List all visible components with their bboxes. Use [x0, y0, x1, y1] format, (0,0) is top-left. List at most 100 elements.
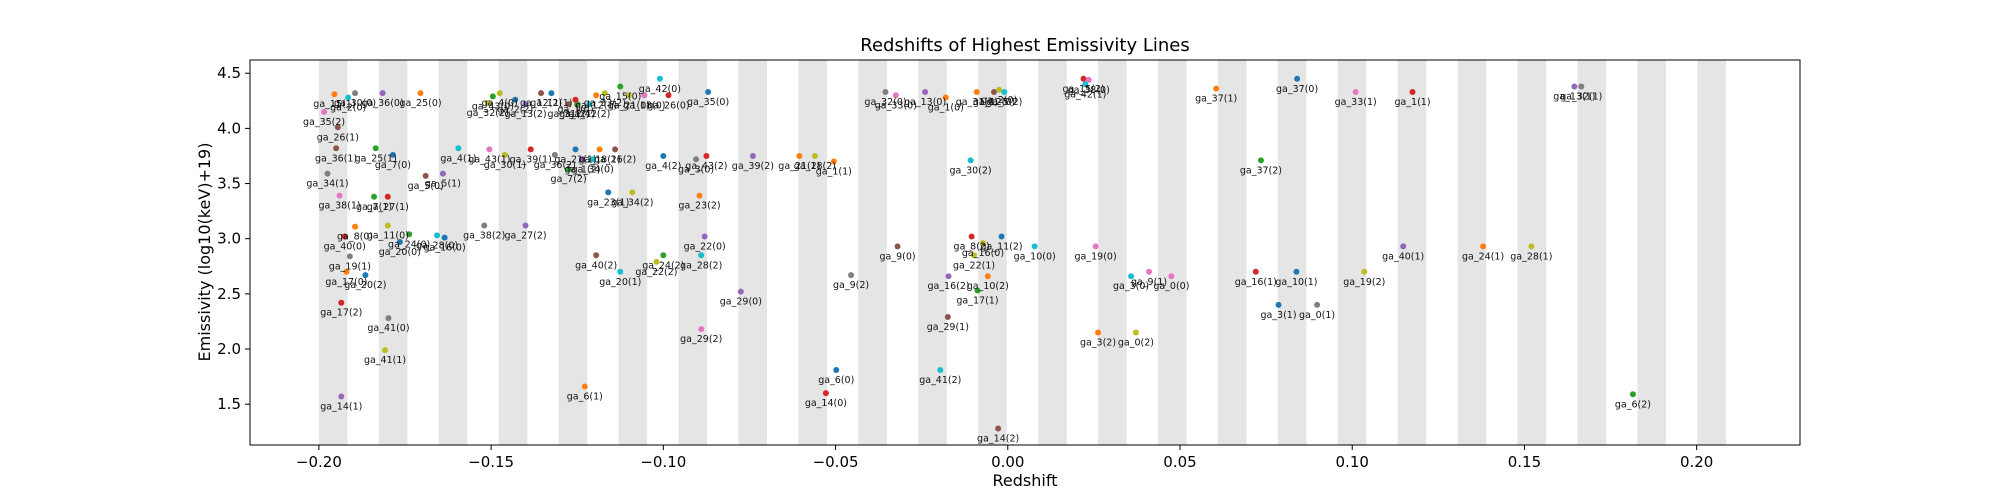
scatter-point: [346, 253, 353, 260]
shaded-band-12: [1038, 60, 1067, 445]
point-label: ga_12(1): [575, 100, 617, 111]
point-label: ga_13(0): [904, 97, 946, 108]
plot-frame: [249, 59, 1801, 446]
scatter-point: [882, 88, 889, 95]
scatter-point: [665, 92, 672, 99]
x-tick-label: 0.15: [1508, 453, 1541, 471]
scatter-point: [1031, 243, 1038, 250]
point-label: ga_43(1): [468, 154, 510, 165]
scatter-point: [1400, 243, 1407, 250]
scatter-point: [605, 189, 612, 196]
shaded-band-9: [858, 60, 887, 445]
shaded-band-14: [1157, 60, 1187, 445]
scatter-point: [944, 314, 951, 321]
shaded-band-15: [1217, 60, 1247, 445]
point-label: ga_41(1): [364, 355, 406, 366]
scatter-point: [892, 92, 899, 99]
point-label: ga_38(0): [1068, 85, 1110, 96]
scatter-point: [417, 90, 424, 97]
scatter-point: [1095, 329, 1102, 336]
point-label: ga_35(2): [303, 117, 345, 128]
point-label: ga_15(0): [599, 91, 641, 102]
shaded-band-1: [378, 60, 408, 445]
point-label: ga_7(1): [356, 202, 392, 213]
scatter-point: [333, 145, 340, 152]
x-axis-label: Redshift: [993, 471, 1058, 490]
point-label: ga_36(2): [534, 160, 576, 171]
scatter-point: [749, 152, 756, 159]
scatter-point: [811, 152, 818, 159]
scatter-point: [848, 272, 855, 279]
scatter-point: [551, 151, 558, 158]
scatter-point: [324, 170, 331, 177]
point-label: ga_3(0): [1113, 281, 1149, 292]
point-label: ga_32(2): [467, 108, 509, 119]
point-label: ga_21(0): [608, 100, 650, 111]
point-label: ga_20(2): [344, 280, 386, 291]
point-label: ga_11(1): [530, 98, 572, 109]
shaded-band-0: [318, 60, 348, 445]
point-label: ga_27(1): [367, 202, 409, 213]
scatter-point: [343, 268, 350, 275]
point-label: ga_17(2): [320, 308, 362, 319]
x-tick-label: −0.20: [296, 453, 342, 471]
point-label: ga_21(1): [554, 154, 596, 165]
shaded-band-2: [438, 60, 468, 445]
point-label: ga_43(0): [472, 101, 514, 112]
scatter-point: [593, 92, 600, 99]
scatter-point: [362, 272, 369, 279]
scatter-point: [455, 145, 462, 152]
point-label: ga_19(2): [1343, 277, 1385, 288]
point-label: ga_7(0): [375, 160, 411, 171]
scatter-point: [705, 88, 712, 95]
point-label: ga_12(2): [520, 98, 562, 109]
point-label: ga_1(0): [928, 103, 964, 114]
scatter-point: [974, 287, 981, 294]
point-label: ga_2(0): [330, 103, 366, 114]
point-label: ga_15(1): [313, 99, 355, 110]
scatter-point: [439, 170, 446, 177]
scatter-point: [617, 268, 624, 275]
scatter-point: [641, 92, 648, 99]
point-label: ga_29(2): [680, 334, 722, 345]
x-tick-label: −0.05: [813, 453, 859, 471]
point-label: ga_4(1): [440, 153, 476, 164]
y-tick-label: 2.0: [217, 340, 241, 358]
scatter-point: [1132, 329, 1139, 336]
scatter-point: [586, 101, 593, 108]
scatter-point: [379, 90, 386, 97]
scatter-point: [1294, 75, 1301, 82]
shaded-band-7: [738, 60, 768, 445]
point-label: ga_32(0): [864, 97, 906, 108]
scatter-point: [331, 91, 338, 98]
scatter-point: [434, 232, 441, 239]
shaded-band-5: [618, 60, 648, 445]
scatter-point: [501, 151, 508, 158]
scatter-point: [345, 94, 352, 101]
y-tick-label: 1.5: [217, 395, 241, 413]
shaded-band-3: [498, 60, 528, 445]
scatter-point: [579, 156, 586, 163]
scatter-point: [321, 108, 328, 115]
scatter-point: [998, 233, 1005, 240]
point-label: ga_29(1): [927, 322, 969, 333]
chart-title: Redshifts of Highest Emissivity Lines: [860, 35, 1189, 56]
point-label: ga_7(2): [551, 174, 587, 185]
scatter-point: [441, 234, 448, 241]
scatter-point: [922, 88, 929, 95]
scatter-point: [352, 90, 359, 97]
point-label: ga_31(2): [548, 109, 590, 120]
point-label: ga_28(0): [416, 240, 458, 251]
point-label: ga_8(2): [954, 242, 990, 253]
scatter-point: [1629, 391, 1636, 398]
point-label: ga_38(2): [463, 230, 505, 241]
scatter-point: [338, 299, 345, 306]
point-label: ga_1(2): [564, 164, 600, 175]
point-label: ga_32(1): [1560, 91, 1602, 102]
scatter-point: [996, 86, 1003, 93]
scatter-point: [601, 90, 608, 97]
scatter-point: [937, 366, 944, 373]
scatter-point: [341, 233, 348, 240]
point-label: ga_21(2): [778, 161, 820, 172]
scatter-point: [1293, 268, 1300, 275]
